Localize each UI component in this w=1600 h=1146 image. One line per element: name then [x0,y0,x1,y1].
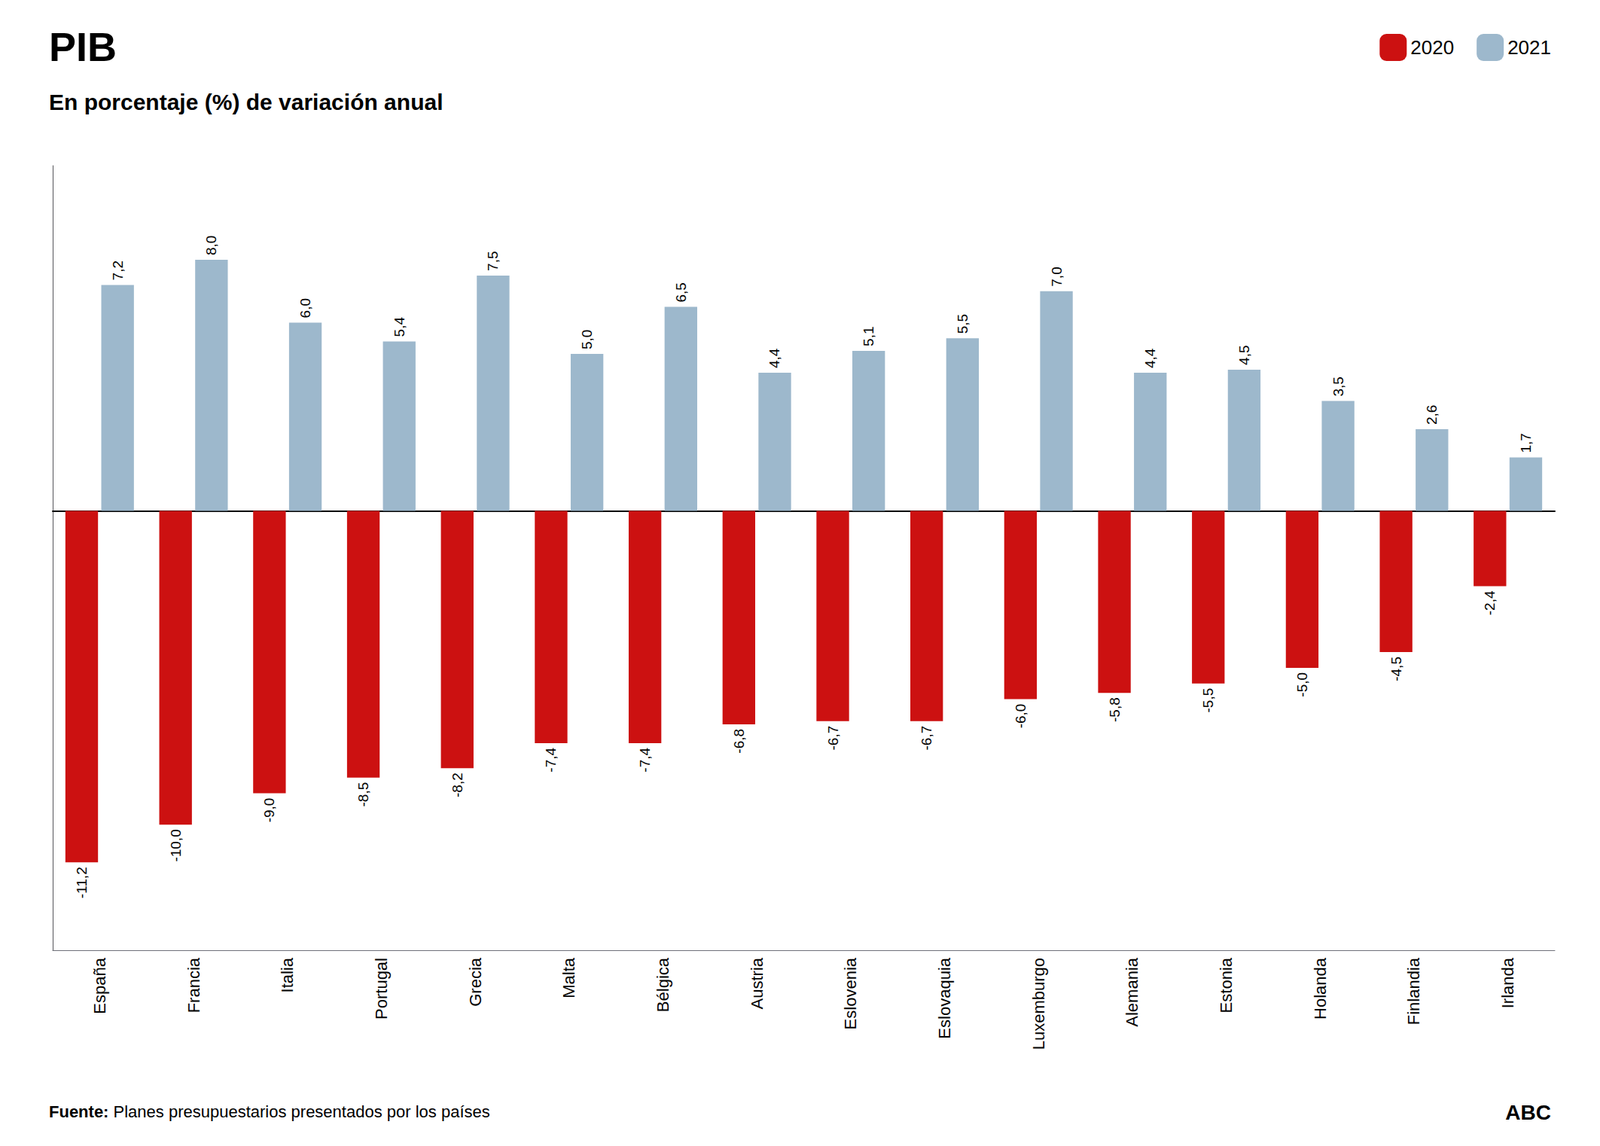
svg-text:Portugal: Portugal [371,957,391,1020]
svg-text:4,5: 4,5 [1236,344,1253,365]
svg-text:-10,0: -10,0 [167,828,184,862]
svg-text:España: España [90,956,110,1014]
svg-text:-6,8: -6,8 [731,728,747,754]
svg-text:Holanda: Holanda [1310,956,1330,1020]
svg-text:Bélgica: Bélgica [653,956,673,1012]
svg-text:Luxemburgo: Luxemburgo [1029,957,1049,1050]
svg-text:Francia: Francia [184,956,204,1013]
svg-text:Eslovenia: Eslovenia [841,956,860,1030]
svg-text:-11,2: -11,2 [73,866,90,899]
svg-text:Grecia: Grecia [466,956,485,1007]
svg-text:7,5: 7,5 [484,250,501,271]
svg-text:-6,0: -6,0 [1012,704,1029,729]
svg-text:5,5: 5,5 [954,313,971,334]
svg-text:-7,4: -7,4 [542,746,559,772]
svg-text:Fuente:: Fuente: [48,1102,109,1122]
svg-text:6,0: 6,0 [297,298,314,318]
svg-text:4,4: 4,4 [1142,347,1159,369]
svg-text:ABC: ABC [1505,1100,1552,1125]
svg-text:PIB: PIB [48,24,117,70]
svg-text:Irlanda: Irlanda [1498,956,1518,1009]
svg-text:-7,4: -7,4 [636,746,653,772]
svg-text:7,2: 7,2 [109,260,126,281]
svg-text:Estonia: Estonia [1216,956,1236,1013]
svg-text:4,4: 4,4 [766,347,783,369]
svg-text:6,5: 6,5 [673,282,689,302]
svg-text:3,5: 3,5 [1330,376,1347,397]
svg-text:-5,5: -5,5 [1200,688,1216,714]
svg-text:Italia: Italia [277,956,297,993]
svg-text:Alemania: Alemania [1122,956,1142,1027]
svg-text:-5,0: -5,0 [1294,672,1311,698]
svg-text:2020: 2020 [1410,36,1454,59]
svg-text:2021: 2021 [1507,36,1552,59]
svg-text:-5,8: -5,8 [1106,697,1123,723]
svg-text:7,0: 7,0 [1048,266,1065,287]
svg-text:-8,5: -8,5 [355,782,372,808]
svg-text:Planes presupuestarios present: Planes presupuestarios presentados por l… [108,1102,490,1122]
svg-text:5,4: 5,4 [391,316,408,338]
svg-text:Malta: Malta [559,956,579,999]
svg-text:Finlandia: Finlandia [1404,956,1424,1025]
svg-text:1,7: 1,7 [1517,432,1534,453]
svg-text:-9,0: -9,0 [261,798,278,823]
svg-text:5,0: 5,0 [579,329,595,350]
svg-text:En porcentaje (%) de variación: En porcentaje (%) de variación anual [48,89,443,115]
svg-text:-4,5: -4,5 [1388,656,1405,682]
svg-text:-8,2: -8,2 [449,772,466,798]
svg-text:-6,7: -6,7 [825,725,842,751]
svg-text:5,1: 5,1 [860,326,877,346]
svg-text:-6,7: -6,7 [918,725,935,751]
svg-text:Eslovaquia: Eslovaquia [935,956,954,1039]
svg-text:8,0: 8,0 [203,235,220,256]
svg-text:Austria: Austria [747,956,767,1009]
svg-text:-2,4: -2,4 [1481,590,1498,616]
svg-text:2,6: 2,6 [1423,405,1440,425]
